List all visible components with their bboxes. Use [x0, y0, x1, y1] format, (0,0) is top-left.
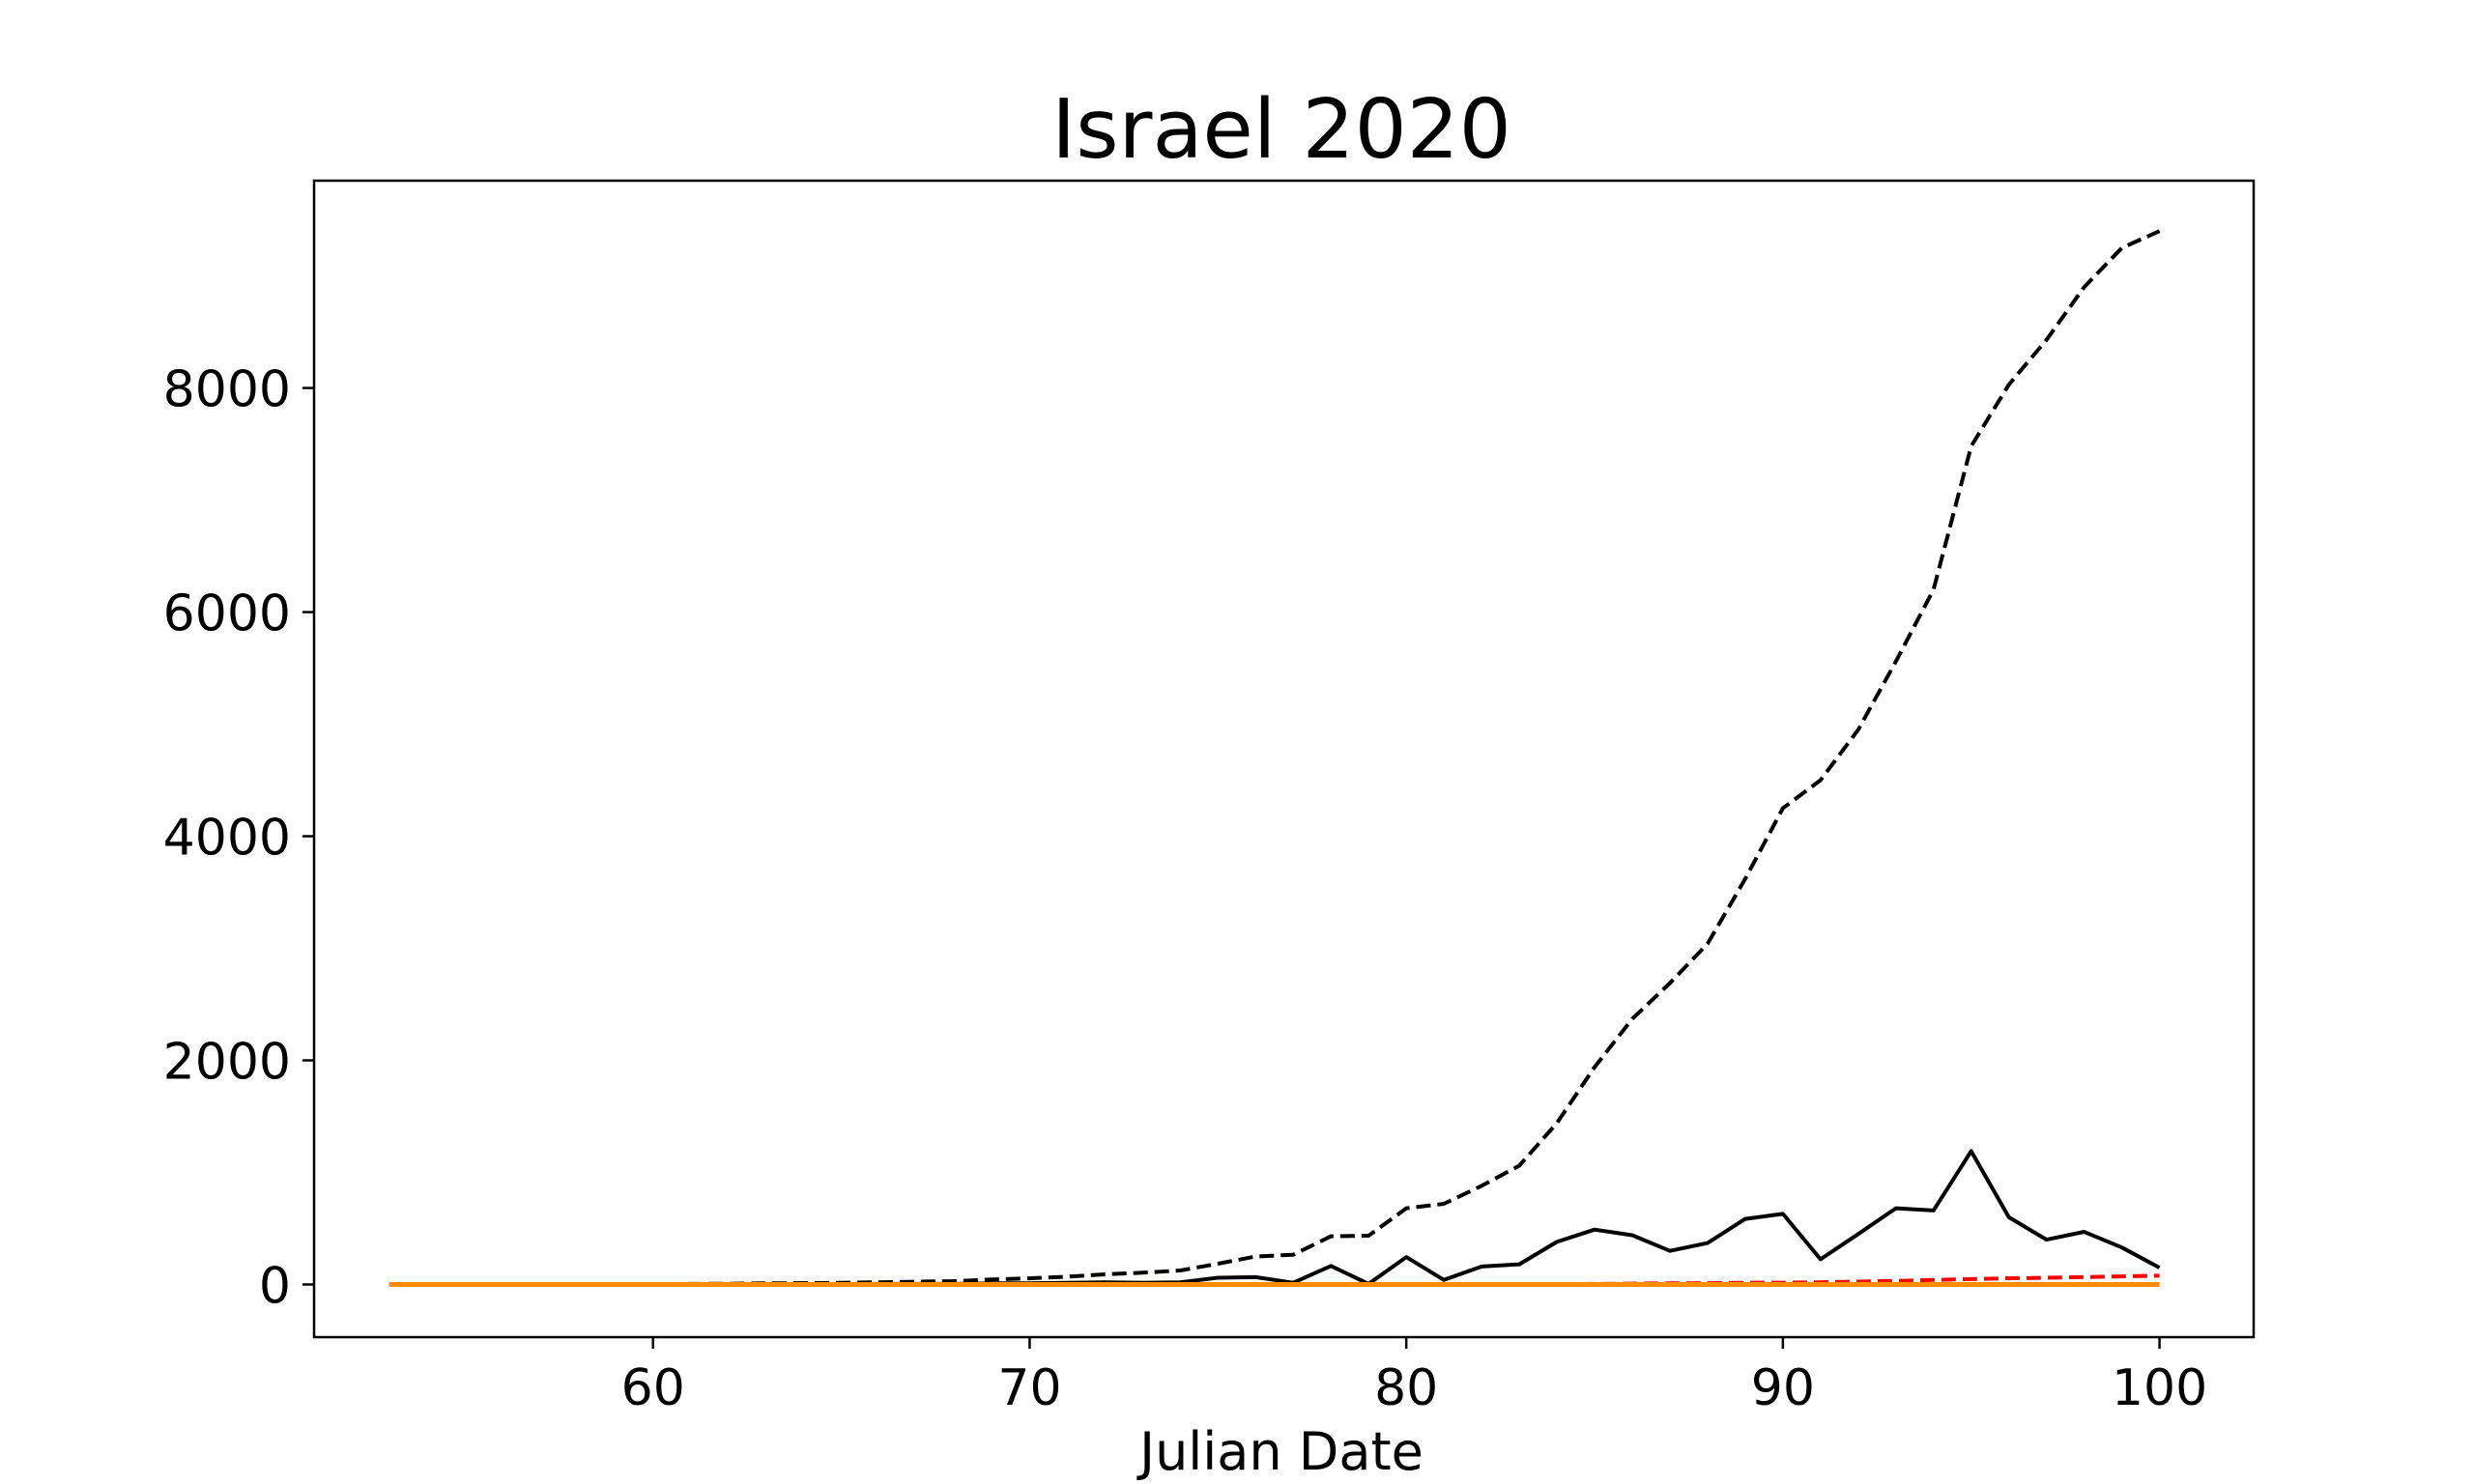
x-tick-label: 60 — [621, 1359, 685, 1417]
plot-lines — [388, 229, 2161, 1287]
x-tick-label: 90 — [1751, 1359, 1815, 1417]
plot-frame — [312, 179, 2256, 1339]
y-tick-label: 2000 — [163, 1034, 291, 1092]
x-tick-label: 80 — [1374, 1359, 1438, 1417]
y-axis-ticks: 0 2000 4000 6000 8000 — [163, 361, 314, 1315]
x-axis-label: Julian Date — [1136, 1421, 1424, 1482]
y-tick-label: 4000 — [163, 810, 291, 868]
y-tick-label: 8000 — [163, 361, 291, 419]
y-tick-label: 0 — [259, 1257, 291, 1315]
x-tick-label: 70 — [997, 1359, 1061, 1417]
y-tick-label: 6000 — [163, 585, 291, 643]
x-axis-ticks: 60 70 80 90 100 — [621, 1337, 2207, 1417]
series-line-1 — [388, 229, 2161, 1287]
series-line-2 — [388, 1149, 2161, 1287]
x-tick-label: 100 — [2112, 1359, 2207, 1417]
chart-title: Israel 2020 — [1051, 82, 1511, 178]
